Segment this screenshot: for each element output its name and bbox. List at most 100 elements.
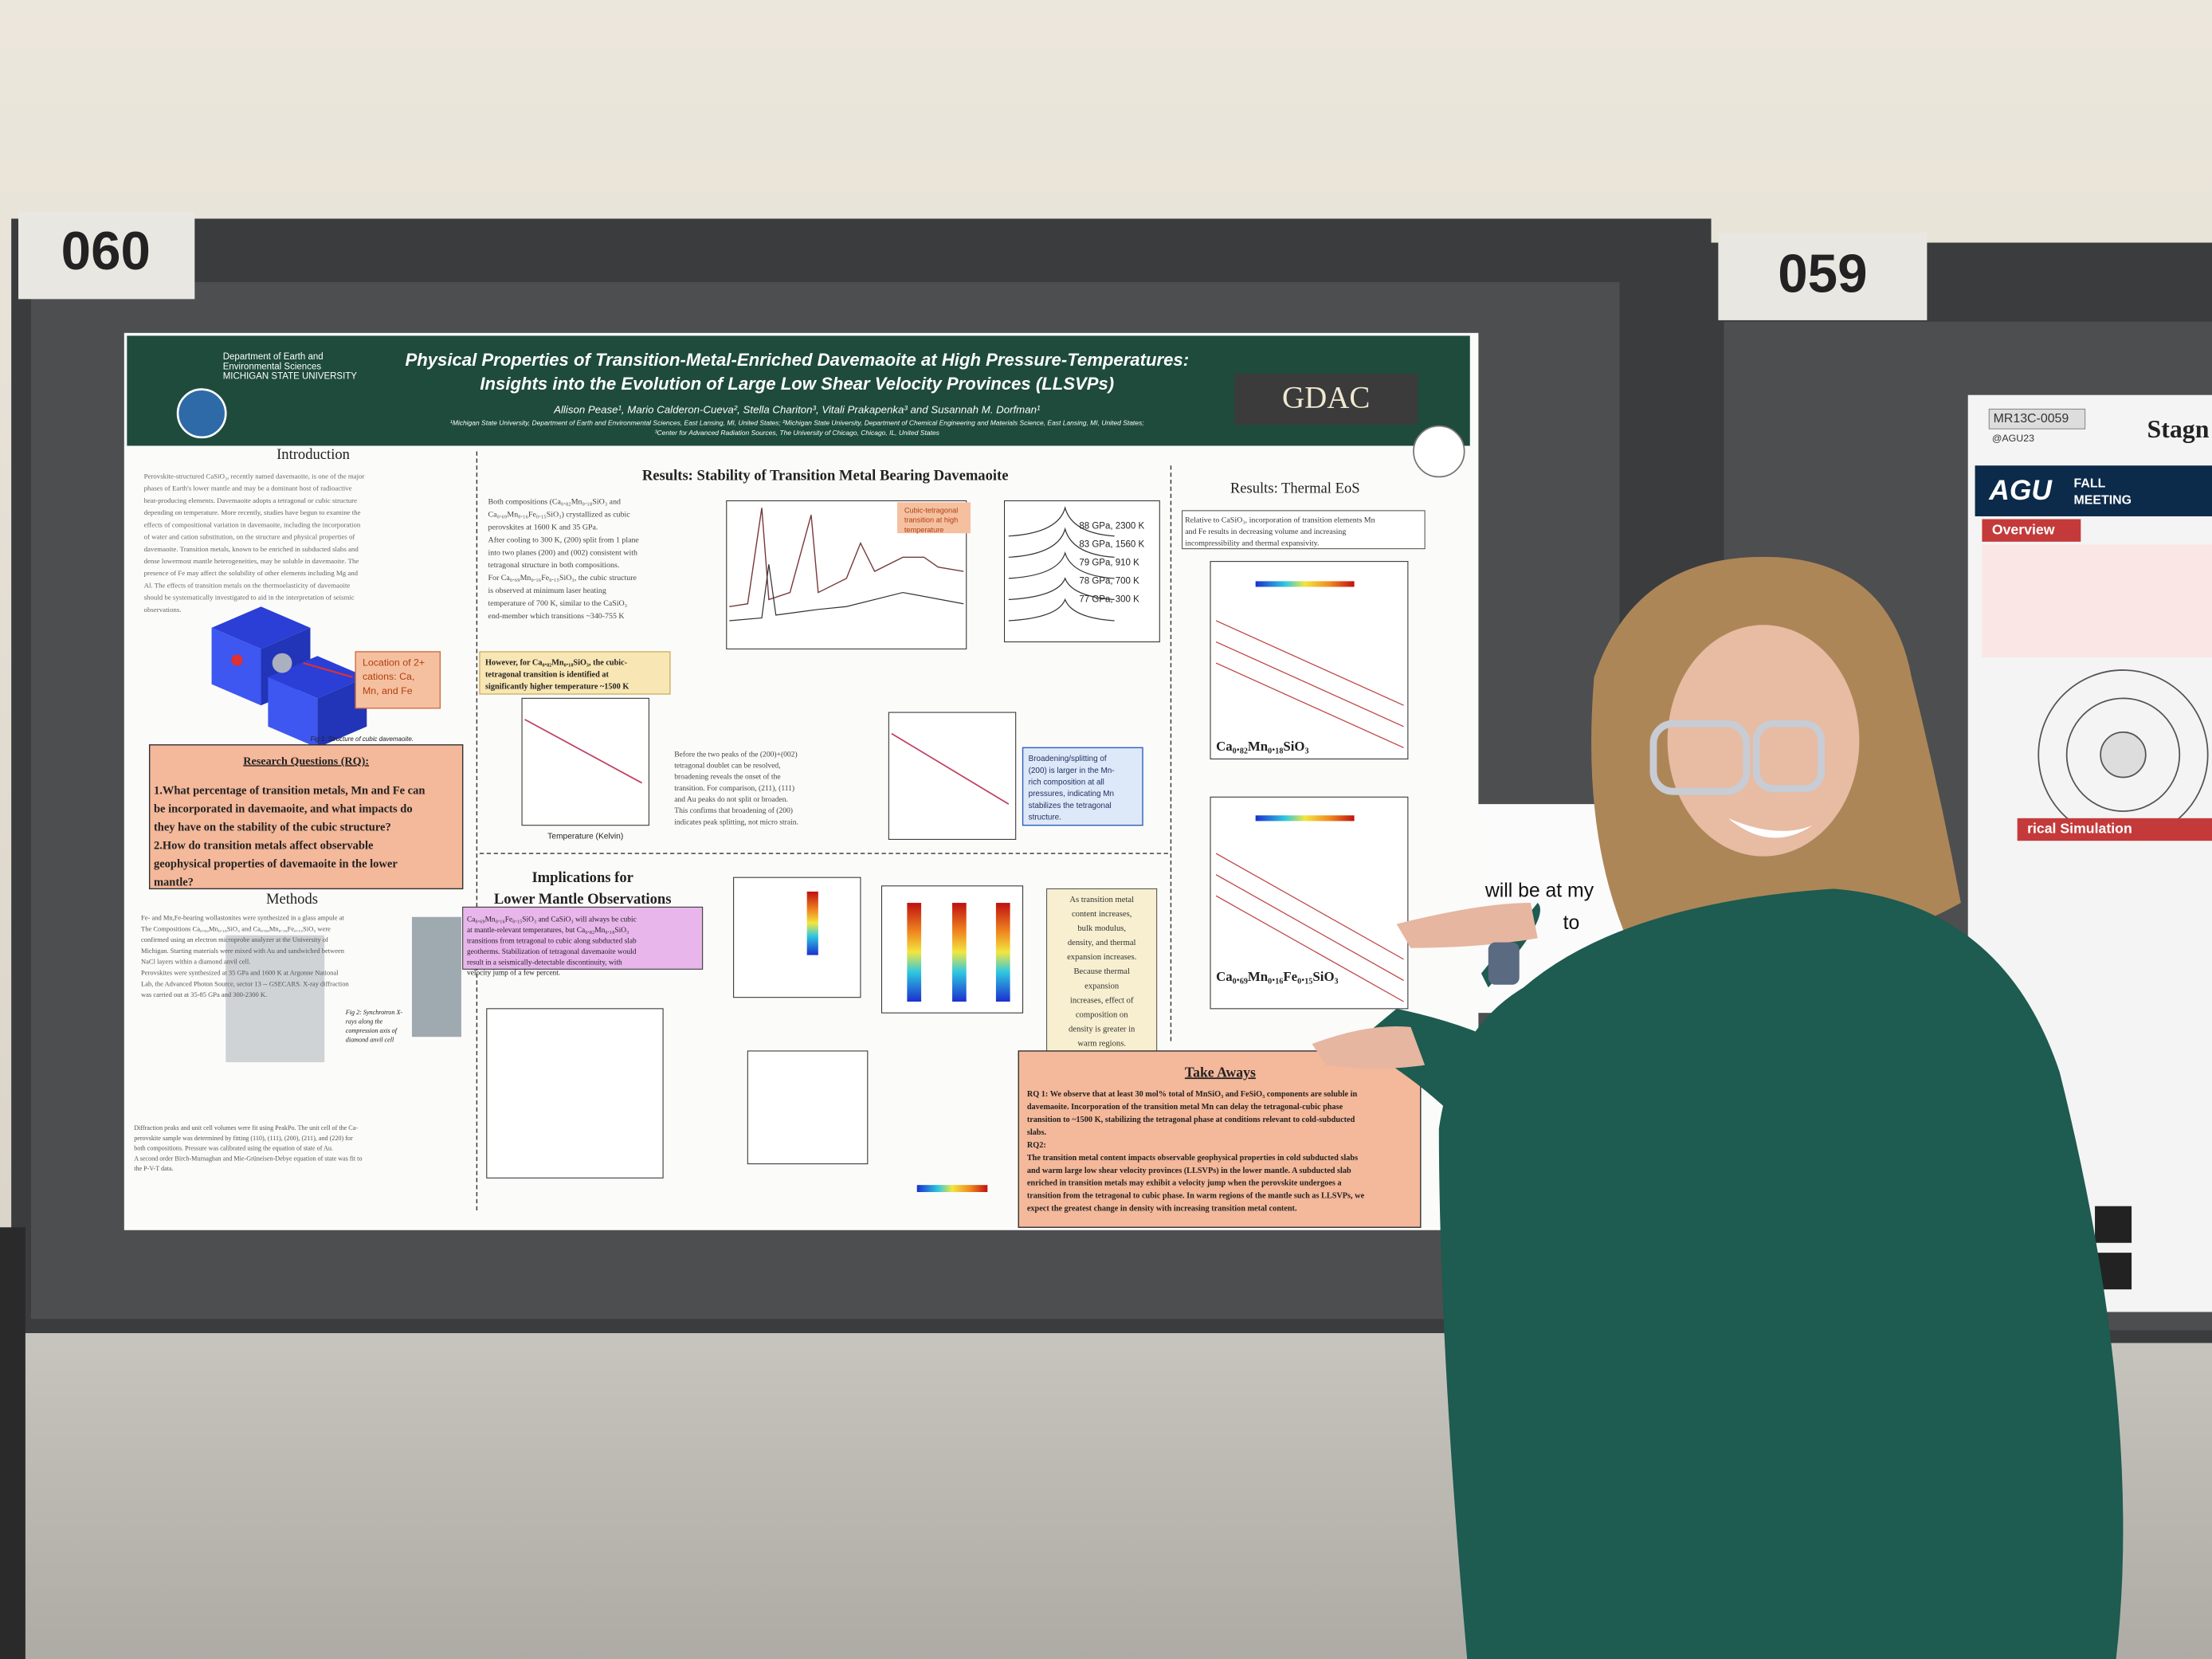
trend [524, 719, 642, 784]
caption: diamond anvil cell [346, 1037, 394, 1044]
box-text: density, and thermal [1068, 939, 1136, 947]
seal [1413, 425, 1465, 478]
text-block [1982, 544, 2212, 658]
body-text: phases of Earth's lower mantle and may b… [144, 484, 352, 492]
poster-title: Physical Properties of Transition-Metal-… [405, 350, 1189, 370]
peaks [1008, 506, 1115, 622]
plot-frame [733, 877, 861, 998]
body-text: Relative to CaSiO₃, incorporation of tra… [1185, 516, 1375, 525]
callout-text: Location of 2+ [363, 657, 425, 668]
box-heading: Research Questions (RQ): [243, 755, 369, 767]
takeaways-box [1018, 1050, 1422, 1228]
xrd-chart [726, 500, 971, 649]
box-text: composition on [1076, 1010, 1128, 1019]
caption: Fig 1: Structure of cubic davemaoite. [310, 735, 414, 743]
box-text: Because thermal [1073, 967, 1129, 976]
box-text: geotherms. Stabilization of tetragonal d… [467, 947, 637, 956]
box-text: expansion increases. [1067, 953, 1136, 962]
color-bar [907, 903, 922, 1002]
affiliation: ³Center for Advanced Radiation Sources, … [655, 429, 940, 437]
body-text: After cooling to 300 K, (200) split from… [488, 535, 640, 544]
orbit [2065, 697, 2181, 812]
section-heading: Results: Thermal EoS [1230, 480, 1360, 497]
hand [1312, 1026, 1426, 1069]
glasses [1752, 720, 1826, 793]
poster-authors: Allison Pease¹, Mario Calderon-Cueva², S… [553, 404, 1041, 416]
body-text: of water and cation substitution, on the… [144, 533, 355, 541]
takeaway-text: expect the greatest change in density wi… [1027, 1205, 1297, 1214]
note-text: Broadening/splitting of [1029, 755, 1107, 763]
section-heading: Lower Mantle Observations [494, 891, 672, 908]
plot-frame [486, 1008, 664, 1179]
highlight-text: significantly higher temperature ~1500 K [485, 683, 629, 692]
plot-label: Ca₀.₆₉Mn₀.₁₆Fe₀.₁₅SiO₃ [1216, 969, 1338, 984]
section-tab [2017, 818, 2212, 841]
note-box [896, 502, 971, 534]
agu-brand-sub: FALL [2074, 477, 2106, 490]
smile [1728, 818, 1813, 838]
implications-box [462, 906, 704, 970]
body-text: confirmed using an electron microprobe a… [141, 935, 328, 943]
note-text: (200) is larger in the Mn- [1029, 767, 1115, 775]
body-text: depending on temperature. More recently,… [144, 508, 361, 516]
body-text: Both compositions (Ca₀.₈₂Mn₀.₁₈SiO₃ and [488, 498, 621, 507]
box-text: warm regions. [1077, 1040, 1126, 1049]
body-text: broadening reveals the onset of the [674, 773, 780, 782]
body-text: Ca₀.₆₉Mn₀.₁₆Fe₀.₁₅SiO₃) crystallized as … [488, 510, 631, 519]
body-text: heat-producing elements. Davemaoite adop… [144, 496, 357, 504]
body-text: perovskite sample was determined by fitt… [134, 1135, 353, 1142]
highlight-text: However, for Ca₀.₈₂Mn₀.₁₈SiO₃, the cubic… [485, 658, 628, 667]
body-text: tetragonal structure in both composition… [488, 561, 620, 570]
emblem [176, 388, 227, 439]
body-text: For Ca₀.₆₉Mn₀.₁₆Fe₀.₁₅SiO₃, the cubic st… [488, 574, 637, 582]
logo-text: GDAC [1282, 381, 1370, 415]
color-bar [1255, 815, 1355, 822]
note-text: I will be at my [1474, 880, 1594, 901]
caption: compression axis of [346, 1027, 398, 1034]
section-heading: Overview [1992, 521, 2055, 537]
section-heading: Take Aways [1185, 1064, 1256, 1080]
note-box [1022, 747, 1143, 826]
pattern [729, 508, 964, 607]
department-name: MICHIGAN STATE UNIVERSITY [223, 372, 358, 382]
research-poster: GDAC [124, 332, 1479, 1230]
poster-title: Insights into the Evolution of Large Low… [480, 374, 1114, 394]
rq-text: 1.What percentage of transition metals, … [154, 785, 425, 798]
body-text: Perovskite-structured CaSiO₃, recently n… [144, 472, 365, 480]
affiliation: ¹Michigan State University, Department o… [450, 418, 1144, 426]
box-text: bulk modulus, [1077, 924, 1126, 933]
takeaway-text: RQ2: [1027, 1141, 1046, 1150]
color-bar [995, 903, 1010, 1002]
chart-label: 83 GPa, 1560 K [1079, 539, 1144, 549]
body-text: Al. The effects of transition metals on … [144, 581, 351, 589]
color-bar [1255, 581, 1355, 587]
qr-code [2095, 1206, 2132, 1243]
box-text: transitions from tetragonal to cubic alo… [467, 936, 637, 945]
rq-text: 2.How do transition metals affect observ… [154, 840, 374, 853]
axis-label: Temperature (Kelvin) [547, 833, 623, 841]
octahedron [211, 627, 261, 706]
sign-plate [18, 211, 195, 300]
body-text: davemaoite. Transition metals, known to … [144, 545, 359, 553]
plot-frame [747, 1050, 869, 1165]
box-text: As transition metal [1069, 896, 1134, 904]
peak-stack [1003, 500, 1160, 643]
note-text: temperature [904, 526, 944, 534]
box-text: result in a seismically-detectable disco… [467, 959, 622, 967]
box-text: velocity jump of a few percent. [467, 969, 560, 978]
note-text: pressures, indicating Mn [1029, 790, 1114, 798]
text-frame [1182, 510, 1426, 550]
box-text: Ca₀.₆₉Mn₀.₁₆Fe₀.₁₅SiO₃ and CaSiO₃ will a… [467, 916, 637, 924]
octahedron [268, 677, 318, 748]
trend [891, 732, 1010, 805]
box-text: at mantle-relevant temperatures, but Ca₀… [467, 927, 629, 935]
body-text: perovskites at 1600 K and 35 GPa. [488, 523, 598, 531]
sign-number: 060 [61, 222, 151, 281]
box-text: increases, effect of [1070, 996, 1134, 1005]
body-text: end-member which transitions ~340-755 K [488, 612, 626, 621]
highlight-text: tetragonal transition is identified at [485, 670, 609, 679]
body-text: This confirms that broadening of (200) [674, 806, 793, 815]
glasses [1649, 720, 1751, 795]
